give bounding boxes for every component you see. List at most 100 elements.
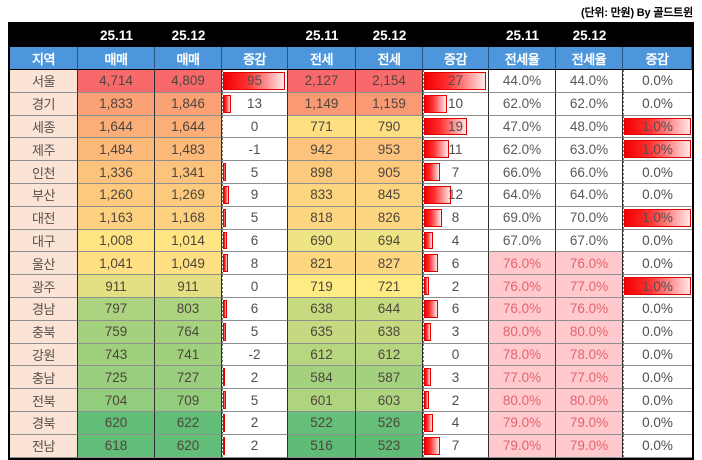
region-cell: 세종 <box>10 115 78 139</box>
databar-axis <box>623 297 624 320</box>
databar <box>424 413 434 432</box>
sale-price-cell-text: 620 <box>176 438 200 454</box>
sale-price-cell: 764 <box>155 320 222 344</box>
jeonse-price-cell-text: 1,159 <box>372 96 406 112</box>
jeonse-price-cell: 522 <box>288 411 356 435</box>
jeonse-change-cell-text: 4 <box>451 415 460 431</box>
region-cell: 부산 <box>10 183 78 207</box>
jeonse-price-cell-text: 694 <box>377 232 401 248</box>
sale-price-cell-text: 1,336 <box>99 164 133 180</box>
column-header-sale-change: 증감 <box>222 47 288 70</box>
jeonse-price-cell-text: 818 <box>310 210 333 226</box>
sale-price-cell-text: 1,644 <box>99 118 133 134</box>
jeonse-price-cell-text: 584 <box>310 369 333 385</box>
jeonse-ratio-cell-text: 64.0% <box>569 187 609 203</box>
jeonse-ratio-cell: 76.0% <box>489 275 556 298</box>
sale-price-cell: 1,644 <box>78 115 155 139</box>
jeonse-ratio-cell: 63.0% <box>556 138 623 162</box>
databar-axis <box>623 434 624 457</box>
sale-change-cell-text: 6 <box>250 301 259 317</box>
jeonse-price-cell-text: 845 <box>377 187 401 203</box>
sale-change-cell: -1 <box>222 138 288 162</box>
region-cell-text: 제주 <box>32 142 55 158</box>
jeonse-ratio-cell: 79.0% <box>556 434 623 458</box>
databar-axis <box>623 70 624 92</box>
region-cell: 충북 <box>10 320 78 344</box>
ratio-change-cell: 1.0% <box>623 206 692 230</box>
table-row: 경북 620 622 2 522 526 4 79.0% 79.0% 0.0% <box>10 411 692 435</box>
jeonse-price-cell: 694 <box>356 229 423 253</box>
jeonse-change-cell: 8 <box>423 206 489 230</box>
jeonse-price-cell: 719 <box>288 275 356 298</box>
jeonse-price-cell-text: 644 <box>377 301 401 317</box>
jeonse-change-cell-text: 6 <box>451 301 460 317</box>
jeonse-price-cell: 638 <box>288 297 356 321</box>
jeonse-price-cell: 905 <box>356 161 423 184</box>
table-row: 세종 1,644 1,644 0 771 790 19 47.0% 48.0% 1.0% <box>10 115 692 139</box>
databar-axis <box>222 206 223 229</box>
databar-axis <box>423 411 424 434</box>
table-row: 충남 725 727 2 584 587 3 77.0% 77.0% 0.0% <box>10 366 692 390</box>
databar-axis <box>423 70 424 92</box>
ratio-change-cell: 0.0% <box>623 297 692 321</box>
jeonse-change-cell-text: 27 <box>447 73 464 89</box>
sale-price-cell-text: 1,008 <box>99 232 133 248</box>
region-cell: 강원 <box>10 343 78 367</box>
ratio-change-cell-text: 0.0% <box>642 369 673 385</box>
sale-price-cell-text: 797 <box>104 301 128 317</box>
databar <box>223 163 227 181</box>
jeonse-ratio-cell: 80.0% <box>556 389 623 412</box>
jeonse-ratio-cell-text: 62.0% <box>569 96 609 112</box>
sale-change-cell-text: -2 <box>248 346 261 362</box>
table-row: 전남 618 620 2 516 523 7 79.0% 79.0% 0.0% <box>10 434 692 458</box>
region-cell: 대구 <box>10 229 78 253</box>
sale-change-cell-text: 0 <box>250 278 259 294</box>
databar <box>424 322 431 341</box>
sale-price-cell-text: 911 <box>105 278 127 294</box>
databar <box>624 140 691 159</box>
sale-price-cell: 4,714 <box>78 70 155 93</box>
jeonse-ratio-cell-text: 79.0% <box>502 415 542 431</box>
jeonse-change-cell-text: 2 <box>451 278 460 294</box>
column-header-sale-2: 매매 <box>155 47 222 70</box>
sale-price-cell-text: 1,846 <box>171 96 205 112</box>
sale-price-cell-text: 1,269 <box>171 187 205 203</box>
sale-price-cell-text: 1,041 <box>99 255 133 271</box>
ratio-change-cell-text: 0.0% <box>642 346 673 362</box>
jeonse-change-cell-text: 3 <box>451 324 460 340</box>
databar <box>424 94 447 113</box>
sale-change-cell-text: 5 <box>250 324 259 340</box>
jeonse-change-cell-text: 19 <box>447 118 464 134</box>
ratio-change-cell-text: 1.0% <box>642 141 673 157</box>
jeonse-ratio-cell-text: 48.0% <box>569 118 609 134</box>
jeonse-price-cell-text: 603 <box>377 392 401 408</box>
sale-price-cell: 618 <box>78 434 155 458</box>
sale-price-cell-text: 618 <box>104 438 128 454</box>
jeonse-ratio-cell-text: 70.0% <box>569 210 609 226</box>
region-cell-text: 경기 <box>32 97 55 113</box>
sale-change-cell: 2 <box>222 434 288 458</box>
jeonse-price-cell: 587 <box>356 366 423 390</box>
ratio-change-cell: 0.0% <box>623 434 692 458</box>
jeonse-ratio-cell-text: 77.0% <box>569 278 609 294</box>
region-cell: 경북 <box>10 411 78 435</box>
sale-change-cell-text: 2 <box>250 415 259 431</box>
databar <box>624 277 691 295</box>
sale-price-cell: 1,833 <box>78 92 155 116</box>
sale-price-cell-text: 1,341 <box>171 164 205 180</box>
sale-change-cell: 5 <box>222 206 288 230</box>
sale-price-cell-text: 727 <box>176 369 200 385</box>
jeonse-ratio-cell: 76.0% <box>489 297 556 321</box>
sale-change-cell: 95 <box>222 70 288 93</box>
jeonse-price-cell: 644 <box>356 297 423 321</box>
sale-price-cell: 743 <box>78 343 155 367</box>
jeonse-ratio-cell-text: 80.0% <box>502 324 542 340</box>
jeonse-change-cell: 6 <box>423 297 489 321</box>
jeonse-price-cell: 2,127 <box>288 70 356 93</box>
jeonse-change-cell: 7 <box>423 161 489 184</box>
jeonse-price-cell: 818 <box>288 206 356 230</box>
databar <box>624 117 691 136</box>
jeonse-price-cell: 721 <box>356 275 423 298</box>
date-header-cell: 25.12 <box>171 28 206 43</box>
sale-price-cell-text: 1,049 <box>171 255 205 271</box>
